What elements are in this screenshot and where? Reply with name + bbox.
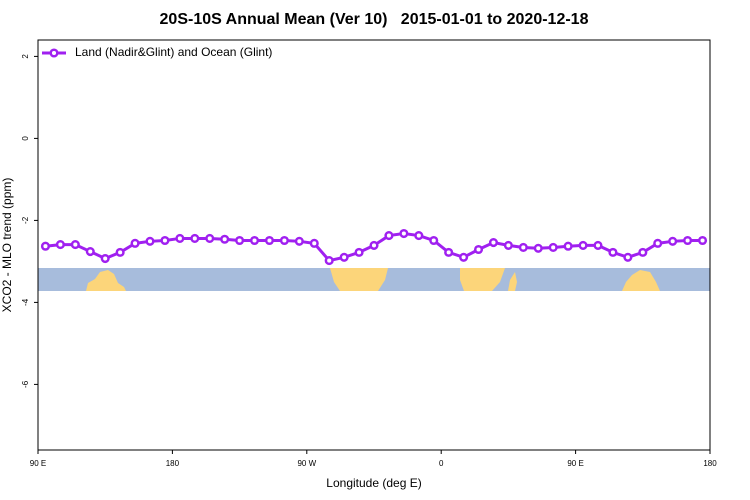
point: [653, 238, 663, 248]
point: [249, 235, 260, 246]
point: [399, 228, 409, 239]
point: [294, 236, 304, 246]
point: [235, 235, 245, 246]
x-tick-label: 90 E: [30, 459, 46, 468]
point: [608, 247, 618, 257]
point: [533, 243, 543, 253]
point: [145, 236, 155, 246]
y-tick-label: 2: [21, 54, 30, 59]
x-axis-label: Longitude (deg E): [326, 476, 421, 490]
point: [264, 235, 275, 246]
point: [175, 233, 185, 243]
point: [324, 256, 334, 266]
point: [354, 247, 364, 257]
point: [697, 235, 708, 246]
land: [330, 268, 388, 291]
point: [548, 242, 558, 253]
point: [668, 236, 678, 246]
land: [86, 270, 126, 291]
point: [593, 240, 603, 250]
point: [518, 242, 528, 253]
point: [85, 247, 95, 257]
point: [444, 247, 454, 257]
point: [563, 241, 573, 251]
point: [429, 235, 439, 246]
point: [473, 244, 484, 255]
x-tick-label: 90 E: [567, 459, 583, 468]
point: [683, 235, 693, 246]
point: [339, 252, 349, 262]
plot-frame: [37, 39, 711, 451]
point: [40, 241, 51, 251]
y-tick-label: -4: [21, 298, 30, 306]
x-tick-label: 180: [703, 459, 717, 468]
land: [460, 268, 505, 291]
point: [70, 240, 80, 250]
point: [384, 231, 394, 241]
y-tick-label: -2: [21, 216, 30, 224]
point: [623, 252, 633, 262]
legend-marker: [49, 48, 59, 58]
map-strip: [38, 268, 710, 291]
point: [279, 235, 289, 246]
point: [55, 240, 65, 250]
y-tick-label: -6: [21, 380, 30, 388]
land: [622, 270, 660, 291]
point: [309, 238, 319, 248]
point: [205, 233, 215, 243]
y-axis-label: XCO2 - MLO trend (ppm): [0, 178, 14, 313]
point: [220, 234, 230, 244]
point: [638, 247, 648, 257]
x-tick-label: 0: [439, 459, 444, 468]
point: [160, 235, 170, 246]
x-tick-label: 180: [166, 459, 180, 468]
point: [100, 253, 110, 264]
point: [369, 240, 379, 250]
x-tick-label: 90 W: [297, 459, 316, 468]
point: [578, 240, 588, 250]
point: [414, 231, 424, 241]
point: [488, 237, 499, 248]
point: [459, 252, 469, 262]
point: [115, 247, 125, 257]
point: [130, 238, 140, 248]
point: [503, 240, 513, 250]
y-tick-label: 0: [21, 136, 30, 141]
point: [190, 233, 200, 243]
land: [508, 272, 517, 291]
legend-label: Land (Nadir&Glint) and Ocean (Glint): [75, 45, 272, 59]
chart-title: 20S-10S Annual Mean (Ver 10) 2015-01-01 …: [160, 11, 589, 28]
